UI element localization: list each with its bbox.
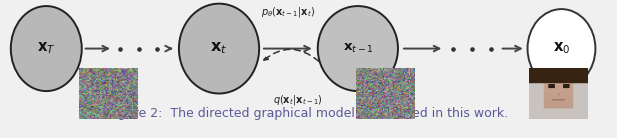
Text: $\mathbf{x}_T$: $\mathbf{x}_T$ (37, 41, 56, 56)
Ellipse shape (10, 6, 81, 91)
Text: $q(\mathbf{x}_t|\mathbf{x}_{t-1})$: $q(\mathbf{x}_t|\mathbf{x}_{t-1})$ (273, 93, 323, 107)
Text: $\mathbf{x}_0$: $\mathbf{x}_0$ (553, 41, 570, 56)
Text: $\mathbf{x}_{t-1}$: $\mathbf{x}_{t-1}$ (342, 42, 373, 55)
Text: $p_\theta(\mathbf{x}_{t-1}|\mathbf{x}_t)$: $p_\theta(\mathbf{x}_{t-1}|\mathbf{x}_t)… (261, 5, 315, 19)
Ellipse shape (318, 6, 398, 91)
Text: Figure 2:  The directed graphical model considered in this work.: Figure 2: The directed graphical model c… (109, 107, 508, 120)
FancyArrowPatch shape (264, 49, 319, 61)
Ellipse shape (179, 4, 259, 94)
Text: $\mathbf{x}_t$: $\mathbf{x}_t$ (210, 41, 228, 56)
Ellipse shape (528, 9, 595, 88)
